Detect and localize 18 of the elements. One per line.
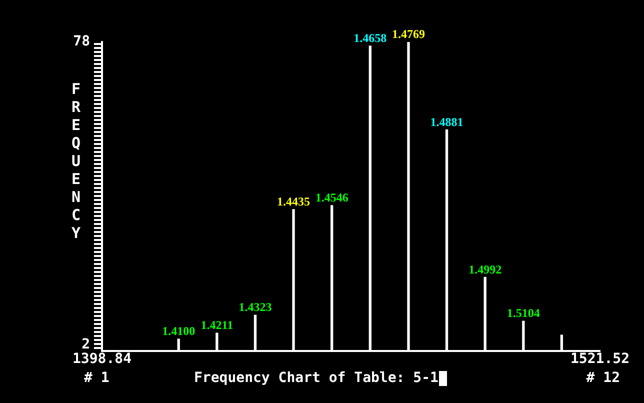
y-tick-label: 78 [73,34,90,50]
annotation: 1.4435 [277,194,310,209]
annotation: 1.4658 [354,31,387,46]
text: # 12 [586,370,620,386]
annotation: 1.4881 [430,114,464,129]
y-axis-title: FREQUENCY [67,80,85,242]
annotation: 1.4100 [162,324,196,338]
annotation: 1.5104 [506,306,540,320]
y-tick-label: 2 [82,336,90,353]
annotation: 1.4546 [315,190,348,205]
annotation: 1.4323 [238,300,272,314]
text: # 1 [84,370,110,386]
annotation: 1.4992 [468,262,502,276]
annotation: 1.4211 [200,318,234,332]
x-tick-label: 1398.84 [72,351,132,368]
annotation: 1.4769 [392,27,425,42]
text: Frequency Chart of Table: 5-1 [194,370,438,386]
x-tick-label: 1521.52 [570,351,630,368]
